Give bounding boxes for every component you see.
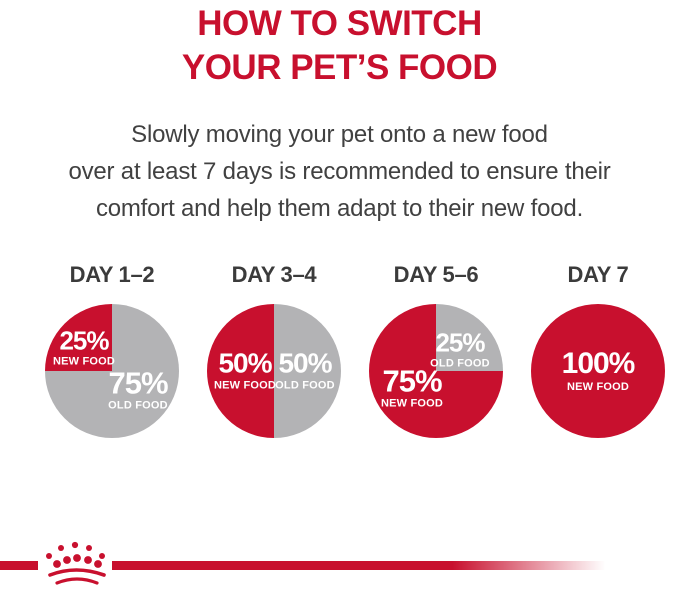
page-title: HOW TO SWITCH YOUR PET’S FOOD — [0, 2, 679, 90]
intro-text: Slowly moving your pet onto a new food o… — [0, 116, 679, 227]
pie-chart-day-7: 100% NEW FOOD — [531, 304, 665, 438]
title-line-1: HOW TO SWITCH — [197, 4, 482, 43]
intro-line-3: comfort and help them adapt to their new… — [95, 195, 584, 222]
pie-slice-label: 50% OLD FOOD — [275, 347, 335, 392]
pie-chart-day-1-2: 25% NEW FOOD 75% OLD FOOD — [45, 304, 179, 438]
slice-food-label: NEW FOOD — [566, 380, 630, 393]
slice-percent: 50% — [278, 347, 332, 379]
title-line-2: YOUR PET’S FOOD — [181, 48, 498, 87]
slice-percent: 50% — [218, 347, 272, 379]
intro-line-1: Slowly moving your pet onto a new food — [131, 121, 548, 148]
day-column-1: DAY 1–2 25% NEW FOOD 75% OLD FOOD — [31, 262, 193, 438]
day-column-4: DAY 7 100% NEW FOOD — [517, 262, 679, 438]
pie-slice-label: 25% NEW FOOD — [52, 325, 116, 368]
pie-chart-day-3-4: 50% NEW FOOD 50% OLD FOOD — [207, 304, 341, 438]
pie-slice-label: 50% NEW FOOD — [213, 347, 277, 392]
day-label-1: DAY 1–2 — [69, 262, 155, 287]
pie-slice-label: 75% NEW FOOD — [380, 363, 444, 410]
day-label-3: DAY 5–6 — [393, 262, 479, 287]
brand-footer — [0, 534, 679, 594]
slice-food-label: NEW FOOD — [52, 355, 116, 368]
slice-percent: 25% — [59, 325, 109, 356]
intro-line-2: over at least 7 days is recommended to e… — [68, 158, 611, 185]
day-label-2: DAY 3–4 — [231, 262, 317, 287]
pie-slice-label: 100% NEW FOOD — [561, 346, 636, 393]
slice-percent: 25% — [435, 327, 485, 358]
slice-food-label: NEW FOOD — [213, 379, 277, 392]
pie-slice-label: 25% OLD FOOD — [430, 327, 490, 370]
slice-food-label: NEW FOOD — [380, 397, 444, 410]
day-column-3: DAY 5–6 75% NEW FOOD 25% OLD FOOD — [355, 262, 517, 438]
slice-percent: 75% — [108, 365, 168, 401]
slice-food-label: OLD FOOD — [430, 357, 490, 370]
footer-rule-right — [112, 561, 679, 570]
pie-chart-row: DAY 1–2 25% NEW FOOD 75% OLD FOOD DAY 3–4 5… — [0, 262, 679, 452]
pie-chart-day-5-6: 75% NEW FOOD 25% OLD FOOD — [369, 304, 503, 438]
day-label-4: DAY 7 — [567, 262, 629, 287]
slice-percent: 100% — [561, 346, 636, 380]
royal-canin-crown-icon — [46, 541, 106, 585]
pie-slice-label: 75% OLD FOOD — [108, 365, 168, 412]
slice-percent: 75% — [382, 363, 442, 399]
slice-food-label: OLD FOOD — [108, 399, 168, 412]
day-column-2: DAY 3–4 50% NEW FOOD 50% OLD FOOD — [193, 262, 355, 438]
slice-food-label: OLD FOOD — [275, 379, 335, 392]
footer-rule-left — [0, 561, 38, 570]
